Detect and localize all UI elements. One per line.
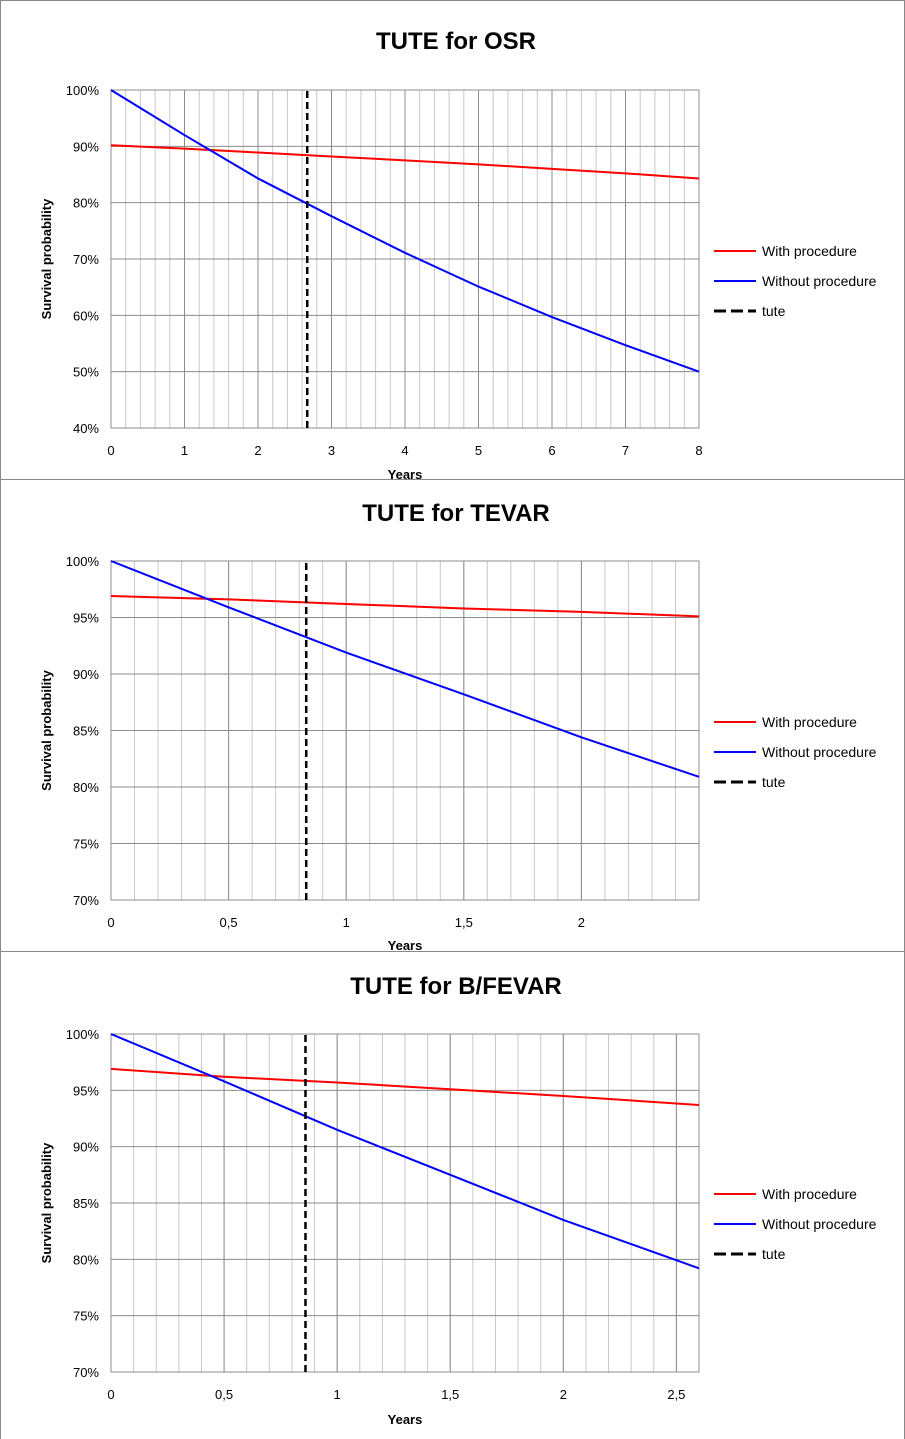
y-tick-label: 85% <box>73 724 99 739</box>
chart-title: TUTE for OSR <box>376 28 536 55</box>
y-tick-label: 90% <box>73 667 99 682</box>
y-tick-label: 95% <box>73 1083 99 1098</box>
x-tick-label: 2 <box>560 1387 567 1402</box>
y-tick-label: 70% <box>73 252 99 267</box>
x-tick-label: 6 <box>548 443 555 458</box>
chart-title: TUTE for TEVAR <box>362 500 550 527</box>
y-tick-label: 80% <box>73 196 99 211</box>
x-tick-label: 3 <box>328 443 335 458</box>
chart-panel-bfevar: TUTE for B/FEVAR 70% 75% 80% 85% 90% 95% 100% 0 0… <box>0 952 905 1439</box>
chart-svg: TUTE for TEVAR 70% 75% 80% 85% 90% 95% 100% 0 0,5… <box>39 500 877 952</box>
plot-area-border <box>110 560 700 901</box>
x-tick-label: 0 <box>107 443 114 458</box>
y-tick-label: 75% <box>73 837 99 852</box>
y-tick-label: 90% <box>73 139 99 154</box>
series-line-with-procedure <box>110 1067 700 1106</box>
series-line-with-procedure <box>110 595 700 618</box>
x-tick-label: 7 <box>622 443 629 458</box>
x-tick-label: 2,5 <box>667 1387 685 1402</box>
legend-label: tute <box>762 303 786 319</box>
y-axis-title: Survival probability <box>39 1142 54 1263</box>
x-tick-label: 1 <box>334 1387 341 1402</box>
y-tick-label: 60% <box>73 308 99 323</box>
y-tick-label: 85% <box>73 1196 99 1211</box>
y-tick-label: 70% <box>73 1365 99 1380</box>
x-tick-label: 1,5 <box>455 915 473 930</box>
y-tick-label: 80% <box>73 780 99 795</box>
x-tick-label: 8 <box>695 443 702 458</box>
legend-label: Without procedure <box>762 1216 877 1232</box>
series-line-without-procedure <box>110 1033 700 1270</box>
x-tick-label: 0 <box>107 915 114 930</box>
legend: With procedure Without procedure tute <box>714 243 877 319</box>
series-line-without-procedure <box>110 89 700 373</box>
legend-label: tute <box>762 774 786 790</box>
y-tick-label: 70% <box>73 893 99 908</box>
x-tick-label: 1,5 <box>441 1387 459 1402</box>
chart-svg: TUTE for B/FEVAR 70% 75% 80% 85% 90% 95% 100% 0 0… <box>39 973 877 1427</box>
series-line-without-procedure <box>110 560 700 778</box>
y-axis-title: Survival probability <box>39 669 54 790</box>
x-axis-title: Years <box>388 1412 423 1427</box>
legend-label: With procedure <box>762 714 857 730</box>
y-tick-label: 95% <box>73 611 99 626</box>
x-axis-title: Years <box>388 467 423 481</box>
x-tick-label: 1 <box>181 443 188 458</box>
y-tick-label: 100% <box>66 1027 100 1042</box>
legend: With procedure Without procedure tute <box>714 1186 877 1262</box>
x-axis-title: Years <box>388 938 423 952</box>
y-tick-label: 40% <box>73 421 99 436</box>
legend-label: With procedure <box>762 1186 857 1202</box>
y-tick-label: 90% <box>73 1140 99 1155</box>
chart-panel-tevar: TUTE for TEVAR 70% 75% 80% 85% 90% 95% 100% 0 0,5… <box>0 480 905 952</box>
chart-title: TUTE for B/FEVAR <box>350 973 562 1000</box>
x-tick-label: 2 <box>578 915 585 930</box>
x-tick-label: 0,5 <box>215 1387 233 1402</box>
legend-label: Without procedure <box>762 273 877 289</box>
legend: With procedure Without procedure tute <box>714 714 877 790</box>
x-tick-label: 0 <box>107 1387 114 1402</box>
y-axis-title: Survival probability <box>39 198 54 319</box>
plot-area-border <box>110 1033 700 1373</box>
x-tick-label: 4 <box>401 443 408 458</box>
plot-area-border <box>110 89 700 429</box>
chart-svg: TUTE for OSR 40% 50% 60% 70% 80% 90% 100% 0 1 2 3 4 5… <box>39 28 877 481</box>
major-y-gridlines <box>111 560 699 901</box>
x-tick-label: 1 <box>343 915 350 930</box>
x-tick-label: 2 <box>254 443 261 458</box>
x-tick-label: 0,5 <box>220 915 238 930</box>
y-tick-label: 80% <box>73 1252 99 1267</box>
legend-label: With procedure <box>762 243 857 259</box>
legend-label: Without procedure <box>762 744 877 760</box>
legend-label: tute <box>762 1246 786 1262</box>
chart-panel-osr: TUTE for OSR 40% 50% 60% 70% 80% 90% 100% 0 1 2 3 4 5… <box>0 0 905 481</box>
x-tick-label: 5 <box>475 443 482 458</box>
y-tick-label: 75% <box>73 1309 99 1324</box>
y-tick-label: 50% <box>73 365 99 380</box>
y-tick-label: 100% <box>66 83 100 98</box>
y-tick-label: 100% <box>66 554 100 569</box>
